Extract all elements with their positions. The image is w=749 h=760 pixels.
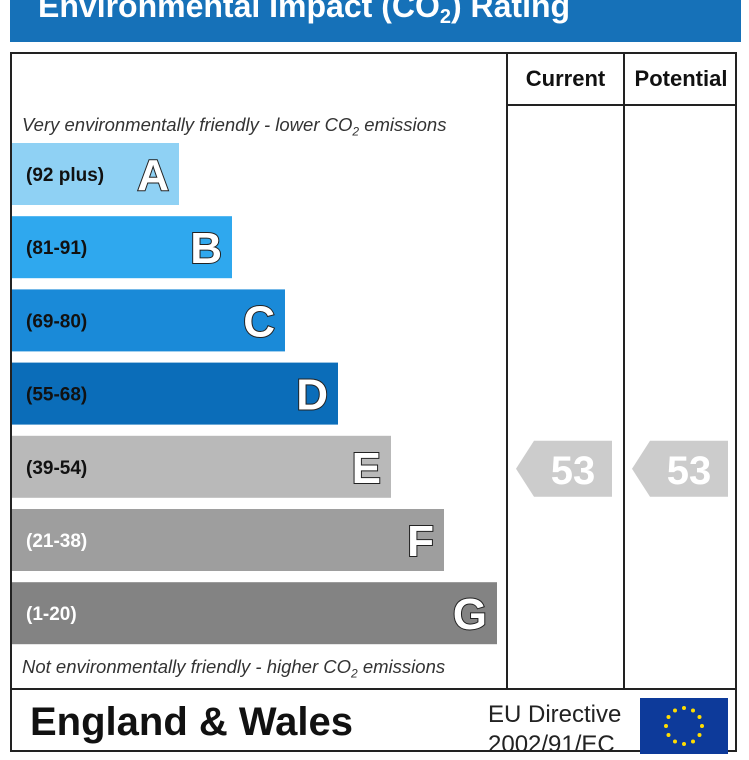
- rating-range-c: (69-80): [26, 311, 87, 332]
- rating-letter-g: G: [453, 590, 487, 639]
- eu-stars-icon: [664, 706, 704, 746]
- rating-range-f: (21-38): [26, 531, 87, 552]
- rating-letter-a: A: [137, 151, 169, 200]
- rating-range-d: (55-68): [26, 385, 87, 406]
- header-title-subscript: 2: [439, 6, 451, 28]
- footer-country: England & Wales: [30, 700, 354, 744]
- potential-column-divider: [623, 52, 625, 688]
- current-rating-pointer: [516, 440, 612, 497]
- current-column-header: Current: [525, 66, 606, 91]
- top-caption-subscript: 2: [352, 124, 360, 139]
- directive-line-2: 2002/91/EC: [488, 731, 615, 758]
- directive-line-1: EU Directive: [488, 701, 622, 728]
- footer-directive: EU Directive 2002/91/EC: [488, 700, 630, 760]
- rating-bar-c: [12, 289, 285, 352]
- current-column-divider: [506, 52, 508, 688]
- rating-header: Environmental Impact (CO2) Rating: [10, 0, 741, 42]
- column-header-divider: [506, 104, 737, 106]
- rating-bar-f: [12, 509, 444, 571]
- header-title-suffix: ) Rating: [450, 0, 571, 24]
- top-caption-suffix: emissions: [359, 114, 447, 135]
- rating-bar-b: [12, 216, 232, 279]
- current-rating-value: 53: [551, 449, 596, 493]
- rating-letter-e: E: [352, 444, 381, 493]
- rating-bar-d: [12, 362, 338, 425]
- bottom-caption-prefix: Not environmentally friendly - higher CO: [22, 656, 352, 677]
- eu-flag-icon: [640, 698, 728, 754]
- rating-letter-c: C: [243, 297, 275, 346]
- rating-letter-b: B: [190, 224, 222, 273]
- rating-letter-d: D: [296, 371, 328, 420]
- rating-range-e: (39-54): [26, 458, 87, 479]
- bottom-caption-suffix: emissions: [357, 656, 446, 677]
- rating-bar-e: [12, 435, 391, 498]
- rating-range-g: (1-20): [26, 604, 77, 625]
- header-title: Environmental Impact (CO2) Rating: [38, 0, 570, 29]
- footer-divider: [10, 688, 737, 690]
- top-caption-prefix: Very environmentally friendly - lower CO: [22, 114, 353, 135]
- potential-rating-value: 53: [667, 449, 712, 493]
- header-title-prefix: Environmental Impact (CO: [38, 0, 440, 24]
- rating-letter-f: F: [407, 517, 434, 566]
- bottom-caption: Not environmentally friendly - higher CO…: [22, 656, 445, 681]
- rating-range-b: (81-91): [26, 238, 87, 259]
- potential-column-header: Potential: [634, 66, 728, 91]
- rating-bar-g: [12, 582, 497, 645]
- top-caption: Very environmentally friendly - lower CO…: [22, 114, 446, 139]
- bottom-caption-subscript: 2: [351, 666, 358, 681]
- rating-bar-a: [12, 143, 179, 205]
- potential-rating-pointer: [632, 440, 728, 497]
- rating-range-a: (92 plus): [26, 165, 104, 186]
